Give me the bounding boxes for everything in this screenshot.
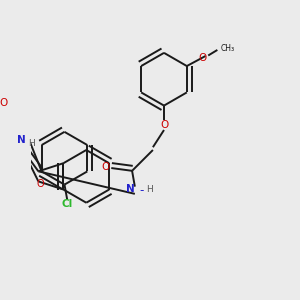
Text: H: H [146,185,153,194]
Text: O: O [101,162,109,172]
Text: CH₃: CH₃ [220,44,234,53]
Text: Cl: Cl [61,199,73,209]
Text: -: - [140,184,144,197]
Text: N: N [17,135,26,145]
Text: O: O [198,53,206,63]
Text: O: O [0,98,8,108]
Text: O: O [37,178,44,189]
Text: O: O [160,120,168,130]
Text: H: H [28,139,35,148]
Text: N: N [126,184,135,194]
